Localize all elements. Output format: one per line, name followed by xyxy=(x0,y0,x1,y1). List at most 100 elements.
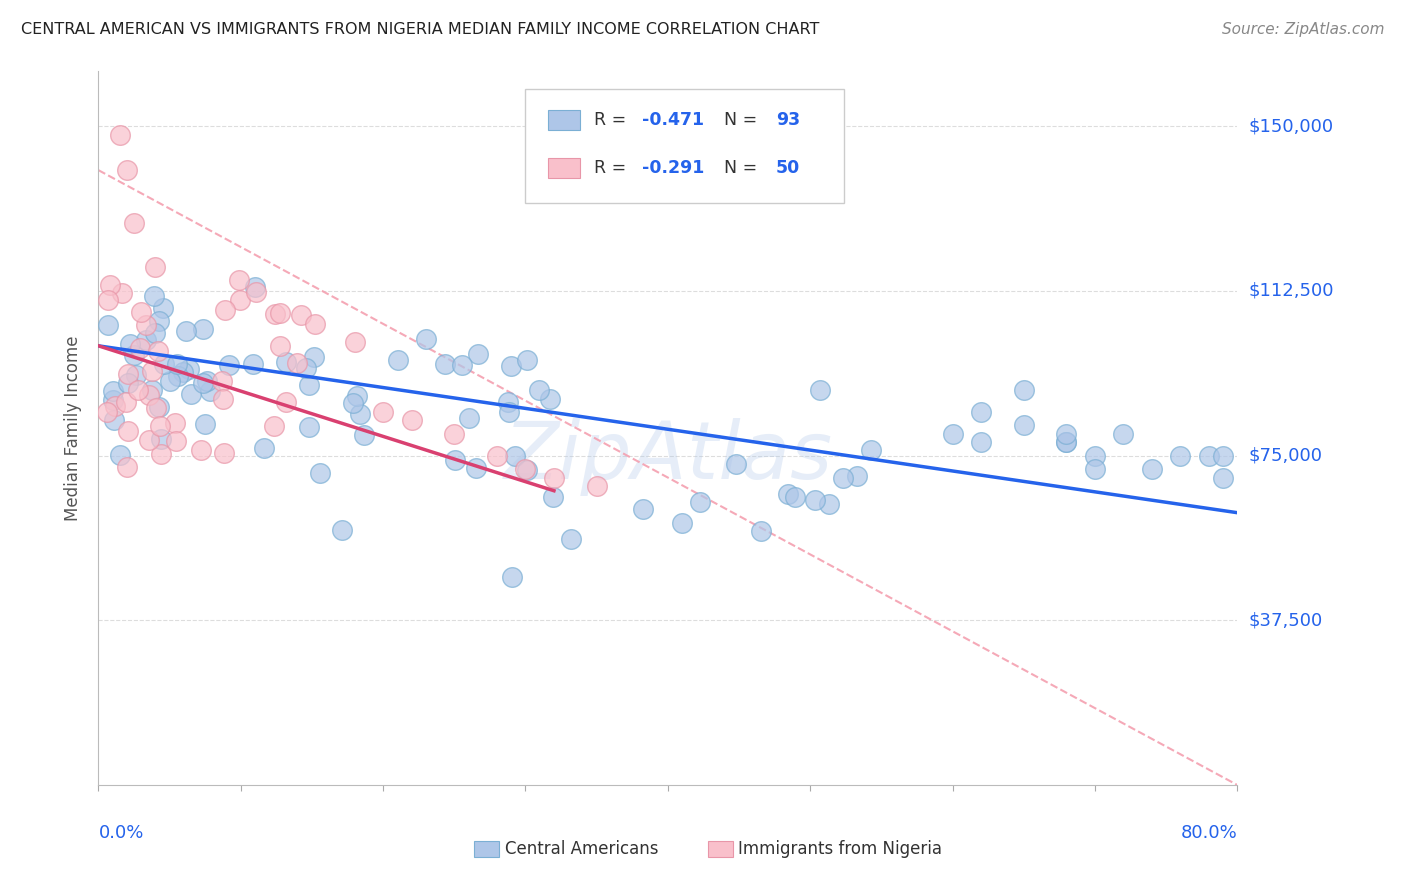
Point xyxy=(211,374,233,388)
Point xyxy=(349,407,371,421)
Point xyxy=(117,376,139,390)
Point xyxy=(817,497,839,511)
Text: -0.291: -0.291 xyxy=(641,159,704,177)
Point xyxy=(211,392,233,406)
Point xyxy=(131,305,153,319)
Point xyxy=(516,463,538,477)
Point xyxy=(845,469,868,483)
Point xyxy=(689,495,711,509)
Point xyxy=(138,433,160,447)
Point xyxy=(783,490,806,504)
Point xyxy=(117,367,139,381)
Text: $37,500: $37,500 xyxy=(1249,611,1323,629)
Text: $75,000: $75,000 xyxy=(1249,447,1323,465)
Text: Source: ZipAtlas.com: Source: ZipAtlas.com xyxy=(1222,22,1385,37)
Point xyxy=(1212,449,1234,463)
Point xyxy=(129,341,152,355)
Point xyxy=(450,359,472,373)
Point xyxy=(778,487,800,501)
Y-axis label: Median Family Income: Median Family Income xyxy=(65,335,83,521)
Point xyxy=(96,405,118,419)
Point xyxy=(198,384,221,399)
Point xyxy=(150,433,173,447)
Point xyxy=(1112,426,1135,441)
Point xyxy=(167,369,190,384)
Point xyxy=(214,303,236,318)
Point xyxy=(245,285,267,300)
Text: 93: 93 xyxy=(776,111,800,128)
Point xyxy=(141,364,163,378)
Point xyxy=(1012,417,1035,432)
Point xyxy=(808,383,831,397)
Point xyxy=(631,502,654,516)
Point xyxy=(115,163,138,178)
Text: -0.471: -0.471 xyxy=(641,111,704,128)
Point xyxy=(464,460,486,475)
Point xyxy=(346,389,368,403)
Point xyxy=(149,447,172,461)
Text: 50: 50 xyxy=(776,159,800,177)
Point xyxy=(117,424,139,438)
Point xyxy=(269,306,291,320)
Point xyxy=(148,313,170,327)
Point xyxy=(148,344,170,359)
FancyBboxPatch shape xyxy=(526,89,845,203)
Point xyxy=(295,360,318,375)
Point xyxy=(103,393,125,408)
Point xyxy=(122,216,145,230)
Point xyxy=(970,405,993,419)
Point xyxy=(585,479,607,493)
Point xyxy=(145,260,167,274)
Point xyxy=(1012,383,1035,397)
Text: R =: R = xyxy=(593,111,631,128)
Point xyxy=(290,309,312,323)
Point xyxy=(387,352,409,367)
Point xyxy=(498,394,520,409)
Text: $150,000: $150,000 xyxy=(1249,117,1333,136)
Point xyxy=(1140,462,1163,476)
Text: R =: R = xyxy=(593,159,631,177)
Point xyxy=(172,365,194,379)
Point xyxy=(101,384,124,398)
Point xyxy=(98,277,121,292)
Point xyxy=(1084,449,1107,463)
Point xyxy=(344,335,367,350)
Point xyxy=(141,383,163,397)
Point xyxy=(498,405,520,419)
Text: 0.0%: 0.0% xyxy=(98,824,143,842)
Point xyxy=(831,471,853,485)
Point xyxy=(148,400,170,414)
Point xyxy=(177,362,200,376)
Point xyxy=(373,405,395,419)
Point xyxy=(342,396,364,410)
Point xyxy=(538,392,561,406)
Point xyxy=(1056,435,1078,450)
Point xyxy=(228,273,250,287)
Point xyxy=(114,395,136,409)
Point xyxy=(125,368,148,382)
Point xyxy=(724,458,747,472)
Point xyxy=(353,428,375,442)
Point xyxy=(415,332,437,346)
Point xyxy=(165,434,187,448)
Point xyxy=(243,280,266,294)
Point xyxy=(149,419,172,434)
Text: ZipAtlas: ZipAtlas xyxy=(503,417,832,496)
Point xyxy=(486,449,509,463)
Point xyxy=(298,420,321,434)
Point xyxy=(751,524,773,538)
Text: 80.0%: 80.0% xyxy=(1181,824,1237,842)
Point xyxy=(804,492,827,507)
FancyBboxPatch shape xyxy=(474,841,499,857)
Point xyxy=(401,413,423,427)
Point xyxy=(194,417,217,431)
Point xyxy=(443,426,465,441)
FancyBboxPatch shape xyxy=(707,841,733,857)
Point xyxy=(108,128,131,142)
Point xyxy=(229,293,252,307)
Point xyxy=(97,293,120,307)
Point xyxy=(111,286,134,301)
FancyBboxPatch shape xyxy=(548,158,581,178)
Point xyxy=(560,532,582,546)
Point xyxy=(970,435,993,450)
